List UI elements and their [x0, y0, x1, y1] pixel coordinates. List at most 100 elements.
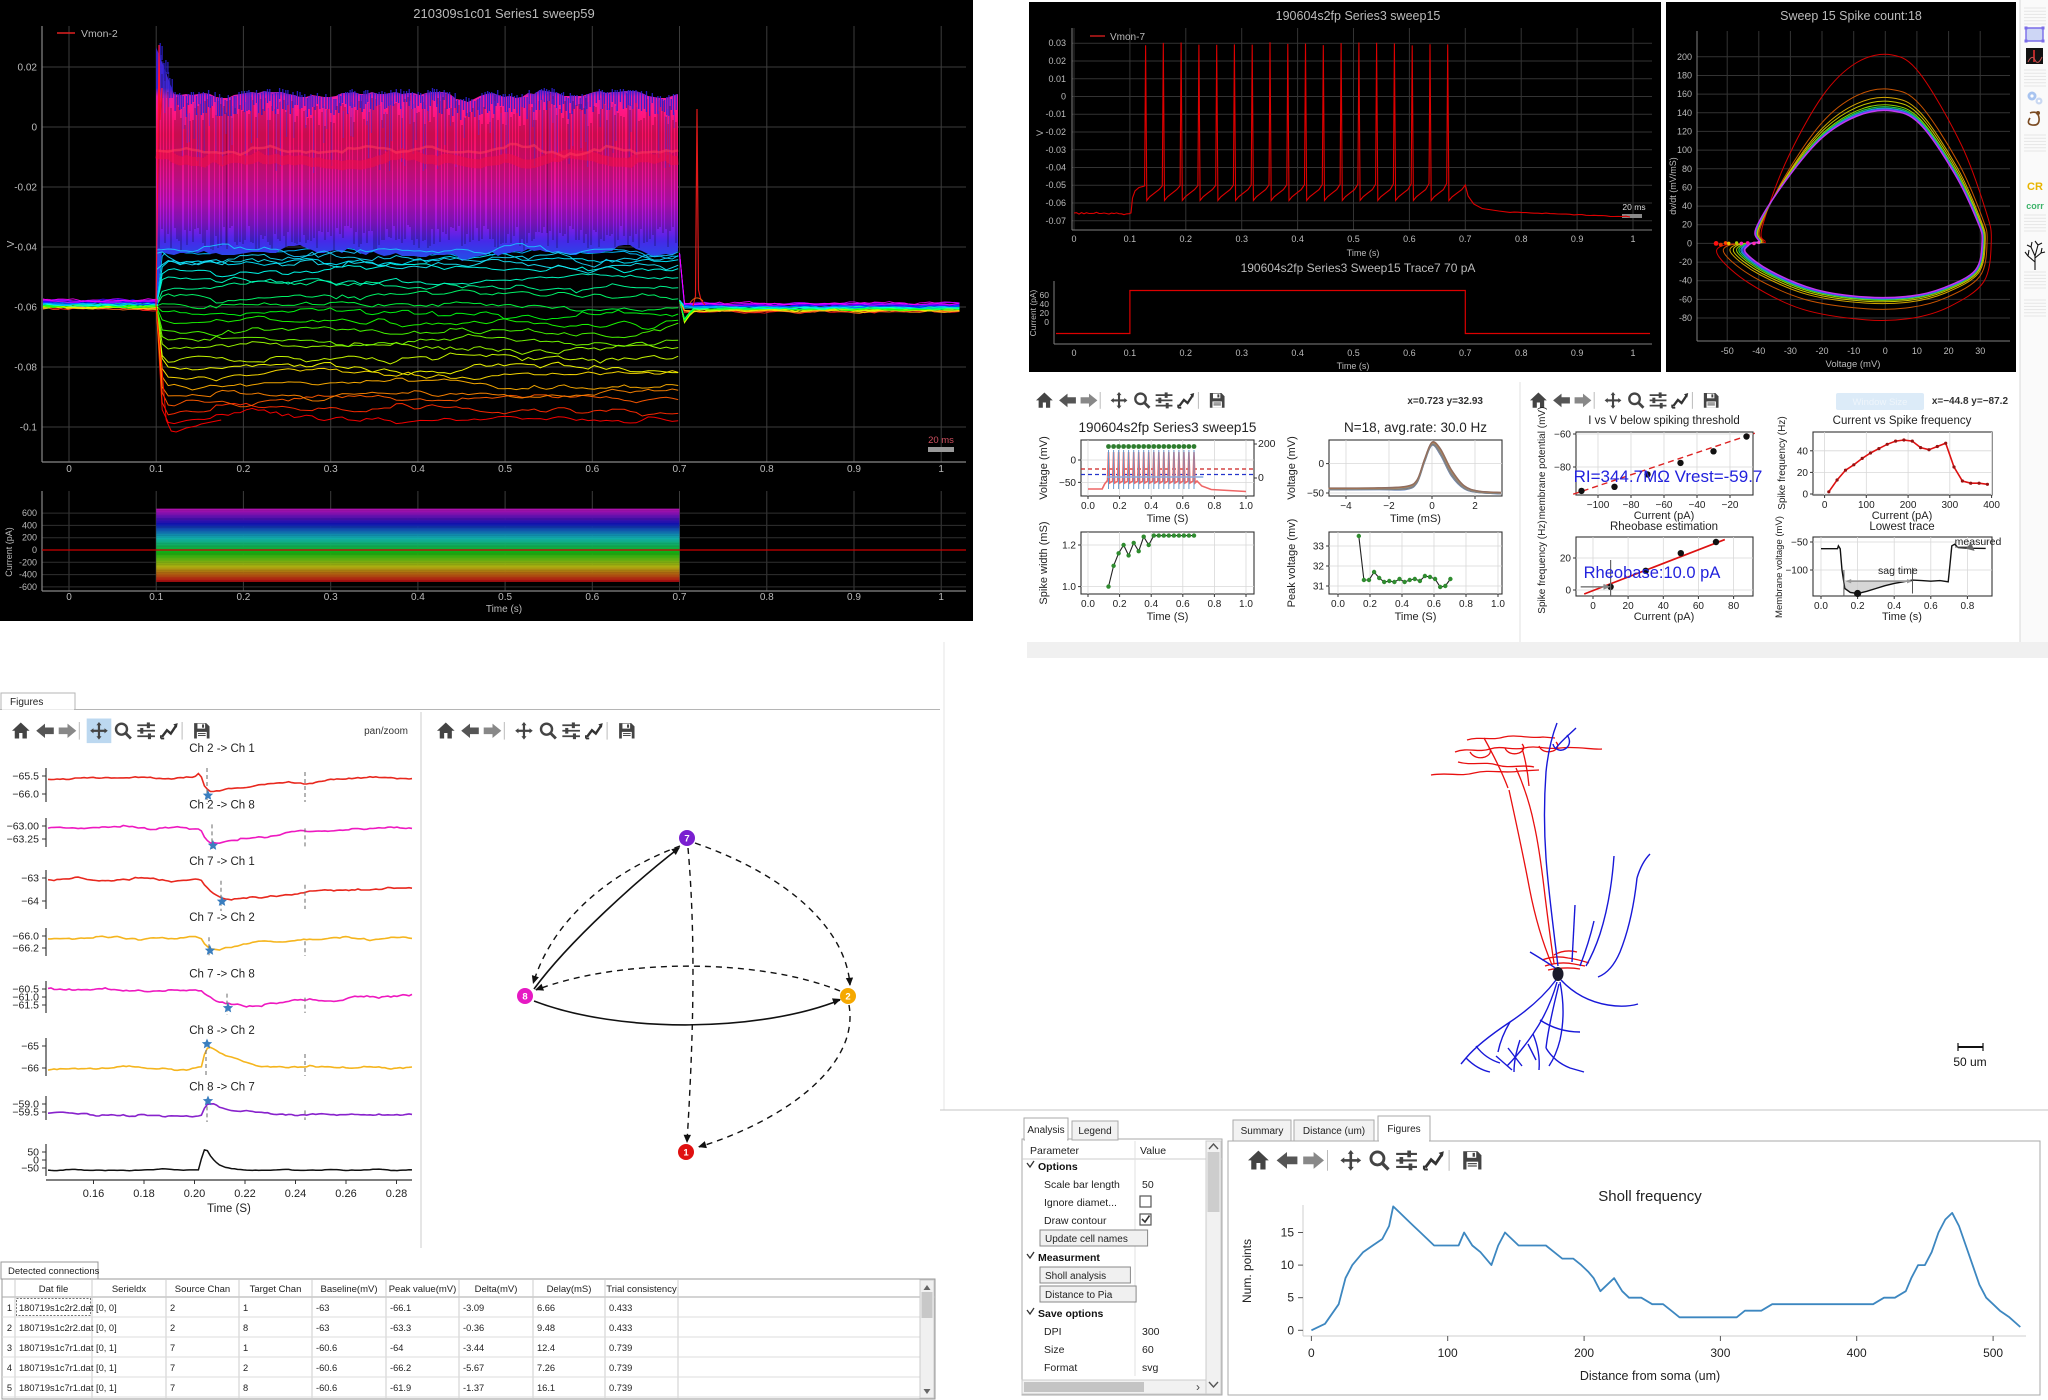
svg-text:-1.37: -1.37 — [463, 1383, 484, 1393]
svg-text:−100: −100 — [1785, 566, 1808, 577]
svg-text:-0.01: -0.01 — [1045, 109, 1066, 119]
svg-text:0.02: 0.02 — [1048, 56, 1066, 66]
svg-text:33: 33 — [1313, 542, 1325, 553]
svg-text:0.1: 0.1 — [149, 592, 163, 603]
svg-text:Legend: Legend — [1078, 1126, 1111, 1137]
svg-text:−65.5: −65.5 — [12, 771, 39, 783]
svg-text:0.20: 0.20 — [184, 1188, 205, 1200]
svg-text:80: 80 — [1682, 164, 1692, 174]
svg-text:0.4: 0.4 — [411, 592, 425, 603]
svg-text:0.8: 0.8 — [1207, 501, 1221, 512]
svg-text:-80: -80 — [1679, 313, 1692, 323]
svg-text:1: 1 — [683, 1148, 689, 1159]
svg-text:Parameter: Parameter — [1030, 1145, 1080, 1157]
svg-text:0.1: 0.1 — [1124, 348, 1137, 358]
svg-text:-66.2: -66.2 — [390, 1363, 411, 1373]
svg-text:180719s1c2r2.dat: 180719s1c2r2.dat — [19, 1323, 94, 1333]
svg-text:0.6: 0.6 — [585, 592, 599, 603]
svg-text:−61.0: −61.0 — [12, 992, 39, 1004]
svg-text:0: 0 — [1044, 317, 1049, 327]
svg-text:0: 0 — [1070, 456, 1076, 467]
svg-text:5: 5 — [1287, 1291, 1294, 1305]
svg-text:Source Chan: Source Chan — [175, 1284, 230, 1295]
svg-text:0.28: 0.28 — [386, 1188, 407, 1200]
svg-text:0: 0 — [1802, 490, 1808, 501]
svg-text:1: 1 — [243, 1343, 248, 1353]
svg-text:Ch 2 -> Ch 1: Ch 2 -> Ch 1 — [189, 743, 255, 755]
svg-text:-3.44: -3.44 — [463, 1343, 484, 1353]
svg-text:0.2: 0.2 — [236, 464, 250, 475]
svg-text:0: 0 — [1429, 501, 1435, 512]
svg-text:0.4: 0.4 — [1395, 599, 1409, 610]
svg-text:0.02: 0.02 — [18, 63, 38, 74]
svg-text:RI=344.7MΩ Vrest=-59.7: RI=344.7MΩ Vrest=-59.7 — [1574, 467, 1763, 486]
svg-text:Scale bar length: Scale bar length — [1044, 1179, 1120, 1191]
svg-text:0.9: 0.9 — [847, 592, 861, 603]
svg-text:-64: -64 — [390, 1343, 403, 1353]
svg-text:10: 10 — [1912, 346, 1922, 356]
svg-text:0.8: 0.8 — [1207, 599, 1221, 610]
svg-text:30: 30 — [1975, 346, 1985, 356]
svg-text:−50: −50 — [1059, 478, 1076, 489]
svg-text:12.4: 12.4 — [537, 1343, 555, 1353]
svg-text:CR: CR — [2027, 181, 2043, 193]
svg-text:210309s1c01 Series1 sweep59: 210309s1c01 Series1 sweep59 — [413, 6, 594, 21]
svg-text:-0.03: -0.03 — [1045, 145, 1066, 155]
svg-text:−50: −50 — [21, 1163, 39, 1175]
svg-text:0.9: 0.9 — [847, 464, 861, 475]
svg-text:Figures: Figures — [10, 697, 43, 708]
svg-text:−63.00: −63.00 — [7, 821, 40, 833]
svg-text:2: 2 — [1472, 501, 1478, 512]
svg-text:Time (S): Time (S) — [207, 1203, 251, 1215]
svg-text:−66: −66 — [21, 1063, 39, 1075]
svg-text:Time (S): Time (S) — [1147, 611, 1189, 623]
svg-text:-63: -63 — [316, 1323, 329, 1333]
svg-text:20 ms: 20 ms — [1622, 202, 1645, 212]
svg-text:0.9: 0.9 — [1571, 348, 1584, 358]
svg-text:0.6: 0.6 — [1403, 234, 1416, 244]
svg-text:-0.07: -0.07 — [1045, 216, 1066, 226]
svg-text:Time (s): Time (s) — [1882, 611, 1922, 623]
svg-text:2: 2 — [7, 1323, 12, 1333]
svg-text:0.3: 0.3 — [324, 592, 338, 603]
svg-text:0.6: 0.6 — [585, 464, 599, 475]
svg-text:40: 40 — [1658, 601, 1670, 612]
svg-text:31: 31 — [1313, 582, 1325, 593]
svg-text:0: 0 — [1061, 92, 1066, 102]
svg-text:20: 20 — [1944, 346, 1954, 356]
svg-text:membrane potential (mV): membrane potential (mV) — [1537, 407, 1548, 520]
svg-text:0.8: 0.8 — [1459, 599, 1473, 610]
svg-text:200: 200 — [1900, 500, 1917, 511]
svg-text:-600: -600 — [19, 582, 37, 592]
svg-text:Vmon-2: Vmon-2 — [81, 28, 118, 40]
svg-text:Ch 8 -> Ch 7: Ch 8 -> Ch 7 — [189, 1081, 255, 1093]
svg-text:−63: −63 — [21, 873, 39, 885]
svg-text:x=−44.8 y=−87.2: x=−44.8 y=−87.2 — [1932, 396, 2009, 407]
svg-text:0.5: 0.5 — [1347, 348, 1360, 358]
svg-text:0.7: 0.7 — [1459, 348, 1472, 358]
svg-text:0.4: 0.4 — [1887, 601, 1901, 612]
svg-text:Delay(mS): Delay(mS) — [547, 1284, 592, 1295]
svg-text:Figures: Figures — [1387, 1124, 1420, 1135]
svg-text:-20: -20 — [1815, 346, 1828, 356]
svg-text:60: 60 — [1142, 1344, 1154, 1356]
svg-text:V: V — [6, 240, 17, 247]
svg-text:0.22: 0.22 — [234, 1188, 255, 1200]
svg-text:Update cell names: Update cell names — [1045, 1234, 1128, 1245]
svg-text:Current (pA): Current (pA) — [1634, 611, 1695, 623]
svg-text:140: 140 — [1677, 108, 1692, 118]
svg-text:Current (pA): Current (pA) — [4, 527, 14, 577]
svg-text:-200: -200 — [19, 557, 37, 567]
svg-text:Summary: Summary — [1241, 1126, 1284, 1137]
svg-text:0.5: 0.5 — [498, 592, 512, 603]
svg-text:300: 300 — [1710, 1346, 1730, 1360]
svg-text:−66.0: −66.0 — [12, 931, 39, 943]
svg-text:0: 0 — [1071, 348, 1076, 358]
svg-text:-0.08: -0.08 — [14, 363, 37, 374]
svg-text:-5.67: -5.67 — [463, 1363, 484, 1373]
svg-text:0.5: 0.5 — [498, 464, 512, 475]
svg-text:0.4: 0.4 — [1291, 234, 1304, 244]
svg-text:0.18: 0.18 — [133, 1188, 154, 1200]
svg-text:pan/zoom: pan/zoom — [364, 726, 408, 737]
svg-text:9.48: 9.48 — [537, 1323, 555, 1333]
